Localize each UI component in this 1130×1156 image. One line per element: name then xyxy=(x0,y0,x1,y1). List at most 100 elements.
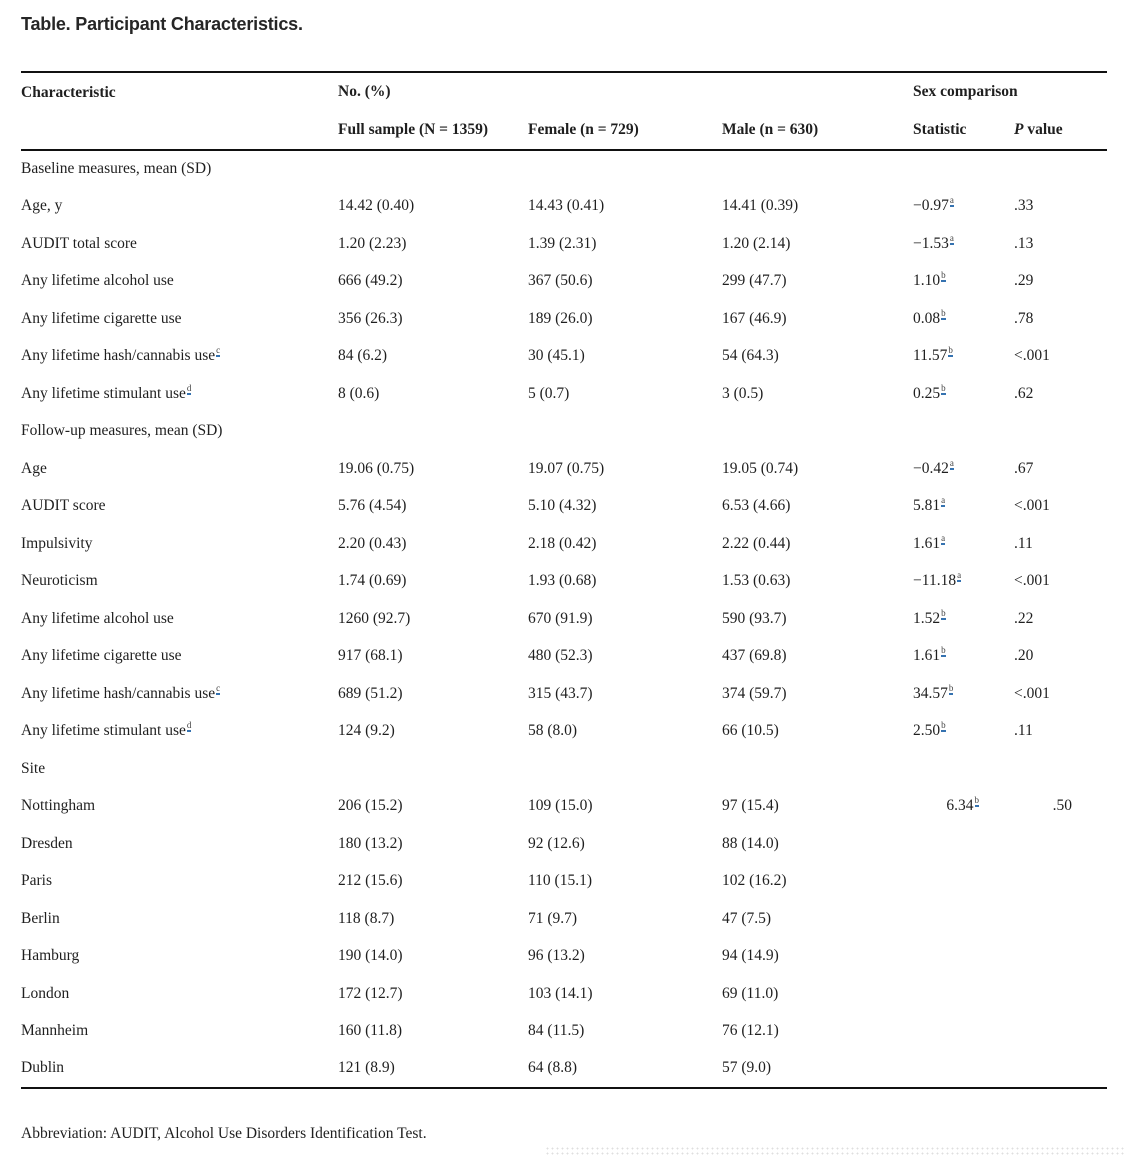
table-row: AUDIT score 5.76 (4.54) 5.10 (4.32) 6.53… xyxy=(21,488,1107,526)
cell-p-value: .20 xyxy=(1014,647,1034,665)
cell-statistic: 34.57b xyxy=(913,682,954,702)
footnote-marker[interactable]: c xyxy=(216,345,221,358)
cell-statistic: 0.25b xyxy=(913,382,946,402)
cell-male: 2.22 (0.44) xyxy=(722,534,791,552)
cell-full-sample: 917 (68.1) xyxy=(338,647,403,665)
cell-p-value: .13 xyxy=(1014,234,1034,252)
table-body: Baseline measures, mean (SD) Age, y 14.4… xyxy=(21,150,1107,1088)
cell-full-sample: 666 (49.2) xyxy=(338,272,403,290)
footnote-marker[interactable]: a xyxy=(949,232,954,245)
cell-male: 76 (12.1) xyxy=(722,1022,779,1040)
cell-statistic: 1.52b xyxy=(913,607,946,627)
cell-full-sample: 1.74 (0.69) xyxy=(338,572,407,590)
cell-female: 19.07 (0.75) xyxy=(528,459,605,477)
footnote-marker[interactable]: b xyxy=(941,607,946,620)
table-row: Any lifetime cigarette use 356 (26.3) 18… xyxy=(21,300,1107,338)
table-row: Paris 212 (15.6) 110 (15.1) 102 (16.2) xyxy=(21,863,1107,901)
footnote-marker[interactable]: b xyxy=(941,307,946,320)
footnote-marker[interactable]: a xyxy=(949,195,954,208)
cell-p-value xyxy=(1014,863,1107,901)
p-value-rest: value xyxy=(1023,121,1063,138)
cell-female: 30 (45.1) xyxy=(528,347,585,365)
row-label: AUDIT total score xyxy=(21,234,137,252)
footnote-marker[interactable]: b xyxy=(941,720,946,733)
footnote-marker[interactable]: d xyxy=(186,382,192,395)
cell-p-value xyxy=(1014,900,1107,938)
table-row: Dresden 180 (13.2) 92 (12.6) 88 (14.0) xyxy=(21,825,1107,863)
cell-p-value: .22 xyxy=(1014,609,1034,627)
cell-full-sample: 2.20 (0.43) xyxy=(338,534,407,552)
footnote-marker[interactable]: a xyxy=(941,495,946,508)
cell-male: 167 (46.9) xyxy=(722,309,787,327)
cell-statistic: 6.34b xyxy=(946,795,980,815)
cell-statistic: −11.18a xyxy=(913,570,962,590)
cell-full-sample: 84 (6.2) xyxy=(338,347,388,365)
cell-full-sample: 160 (11.8) xyxy=(338,1022,402,1040)
cell-p-value: .29 xyxy=(1014,272,1034,290)
cell-male: 57 (9.0) xyxy=(722,1059,772,1077)
cell-male: 590 (93.7) xyxy=(722,609,787,627)
footnote-marker[interactable]: b xyxy=(948,345,953,358)
row-label: Any lifetime hash/cannabis usec xyxy=(21,345,221,365)
cell-male: 69 (11.0) xyxy=(722,984,779,1002)
cell-p-value xyxy=(1014,825,1107,863)
footnote-marker[interactable]: a xyxy=(949,457,954,470)
footnote-marker[interactable]: a xyxy=(957,570,962,583)
footnote-marker[interactable]: b xyxy=(974,795,980,808)
cell-male: 97 (15.4) xyxy=(722,797,779,815)
table-row: Age 19.06 (0.75) 19.07 (0.75) 19.05 (0.7… xyxy=(21,450,1107,488)
cell-p-value xyxy=(1014,975,1107,1013)
cell-statistic xyxy=(913,750,1014,788)
row-label: Mannheim xyxy=(21,1022,89,1040)
cell-full-sample xyxy=(338,750,528,788)
footnote-marker[interactable]: b xyxy=(941,382,946,395)
row-label: Any lifetime cigarette use xyxy=(21,309,182,327)
section-header-row: Follow-up measures, mean (SD) xyxy=(21,413,1107,451)
cell-male: 14.41 (0.39) xyxy=(722,197,799,215)
cell-male: 374 (59.7) xyxy=(722,684,787,702)
footnote-marker[interactable]: b xyxy=(941,645,946,658)
cell-male: 47 (7.5) xyxy=(722,909,772,927)
column-group-sex-comparison: Sex comparison xyxy=(913,83,1018,100)
cell-full-sample: 1260 (92.7) xyxy=(338,609,411,627)
row-label: Any lifetime alcohol use xyxy=(21,272,174,290)
cell-full-sample xyxy=(338,150,528,188)
table-row: Dublin 121 (8.9) 64 (8.8) 57 (9.0) xyxy=(21,1050,1107,1088)
cell-p-value: <.001 xyxy=(1014,347,1050,365)
cell-p-value xyxy=(1014,750,1107,788)
cell-statistic: 11.57b xyxy=(913,345,953,365)
cell-male: 1.20 (2.14) xyxy=(722,234,791,252)
cell-p-value: .67 xyxy=(1014,459,1034,477)
cell-male: 3 (0.5) xyxy=(722,384,764,402)
cell-male xyxy=(722,150,913,188)
cell-p-value: <.001 xyxy=(1014,572,1050,590)
cell-full-sample: 356 (26.3) xyxy=(338,309,403,327)
footnote-marker[interactable]: b xyxy=(948,682,954,695)
row-label: AUDIT score xyxy=(21,497,106,515)
cell-p-value: <.001 xyxy=(1014,497,1050,515)
footnote-marker[interactable]: d xyxy=(186,720,192,733)
footnote-marker[interactable]: b xyxy=(941,270,946,283)
cell-female: 58 (8.0) xyxy=(528,722,578,740)
cell-female: 189 (26.0) xyxy=(528,309,593,327)
footnote-marker[interactable]: a xyxy=(941,532,946,545)
cell-statistic xyxy=(913,150,1014,188)
cell-full-sample: 180 (13.2) xyxy=(338,834,403,852)
cell-male: 66 (10.5) xyxy=(722,722,779,740)
cell-male xyxy=(722,413,913,451)
cell-statistic xyxy=(913,1013,1014,1051)
cell-male: 6.53 (4.66) xyxy=(722,497,791,515)
footnote-marker[interactable]: c xyxy=(216,682,221,695)
cell-female: 1.93 (0.68) xyxy=(528,572,597,590)
row-label: Age xyxy=(21,459,47,477)
row-label: Follow-up measures, mean (SD) xyxy=(21,422,223,440)
cell-p-value: <.001 xyxy=(1014,684,1050,702)
row-label: Any lifetime cigarette use xyxy=(21,647,182,665)
cell-female: 92 (12.6) xyxy=(528,834,585,852)
cell-male xyxy=(722,750,913,788)
participant-characteristics-table: Characteristic No. (%) Sex comparison Fu… xyxy=(21,71,1108,1089)
table-row: Any lifetime cigarette use 917 (68.1) 48… xyxy=(21,638,1107,676)
cell-full-sample: 19.06 (0.75) xyxy=(338,459,415,477)
cell-female: 84 (11.5) xyxy=(528,1022,585,1040)
cell-statistic: −0.42a xyxy=(913,457,954,477)
